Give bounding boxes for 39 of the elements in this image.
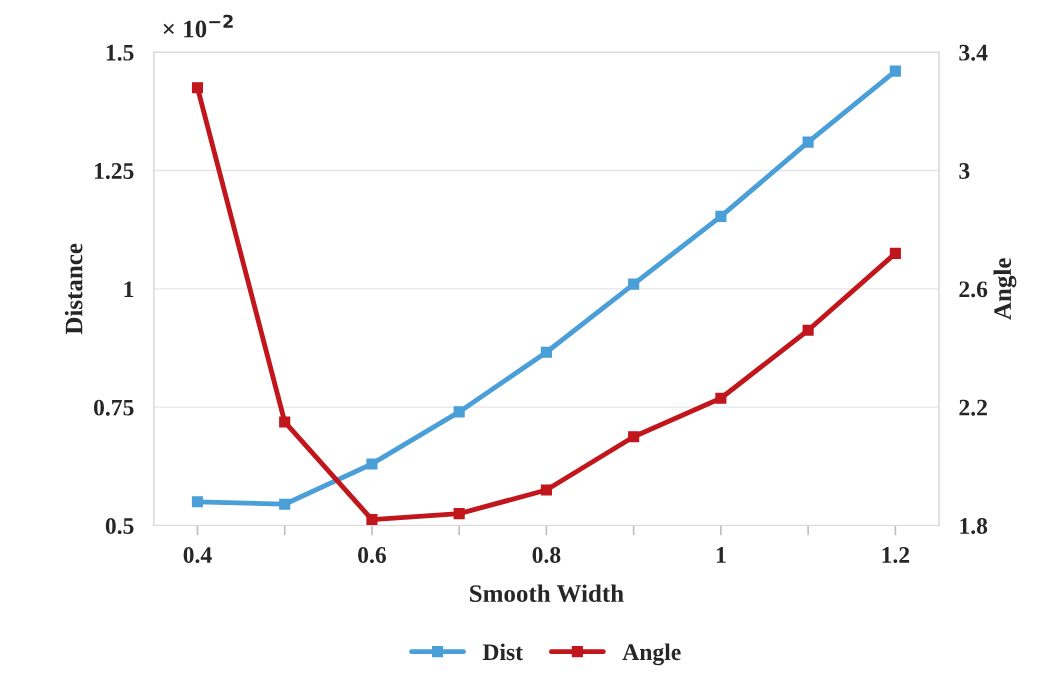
text: × 10$^{−2}$ [163,14,233,38]
point [628,431,640,443]
y-tick-label: 1.5 [106,44,134,61]
y-tick-label: 0.75 [93,399,134,416]
x-tick-label: 1 [716,547,726,563]
x-tick-label: 0.4 [183,547,212,564]
point [715,392,727,404]
point [802,136,814,148]
x-tick-label: 0.8 [532,547,561,564]
x-tick-label: 1.2 [882,547,910,564]
y2-tick-label: 3 [959,163,970,179]
point [540,484,552,496]
point [628,278,640,290]
x-tick-label: 0.6 [358,547,387,564]
point [366,514,378,526]
point [366,458,378,470]
legend-label: Dist [482,643,523,661]
y-axis-title: Distance [64,243,83,335]
y2-tick-label: 3.4 [959,44,988,61]
point [453,406,465,418]
x-axis-title: Smooth Width [470,584,624,603]
point [279,416,291,428]
y2-tick-label: 2.6 [959,281,988,298]
point [191,496,204,508]
y-tick-label: 1 [124,281,134,298]
point [453,508,465,520]
point [889,247,901,259]
point [540,346,552,358]
point [279,498,291,510]
y-tick-label: 0.5 [105,517,134,535]
point [715,210,727,222]
point [191,82,204,94]
point [889,65,901,77]
y-tick-label: 1.25 [94,163,134,180]
y2-tick-label: 1.8 [960,517,988,535]
legend-label: Angle [622,643,681,666]
y2-tick-label: 2.2 [959,399,987,416]
point [802,324,814,336]
y2-axis-title: Angle [993,258,1017,320]
